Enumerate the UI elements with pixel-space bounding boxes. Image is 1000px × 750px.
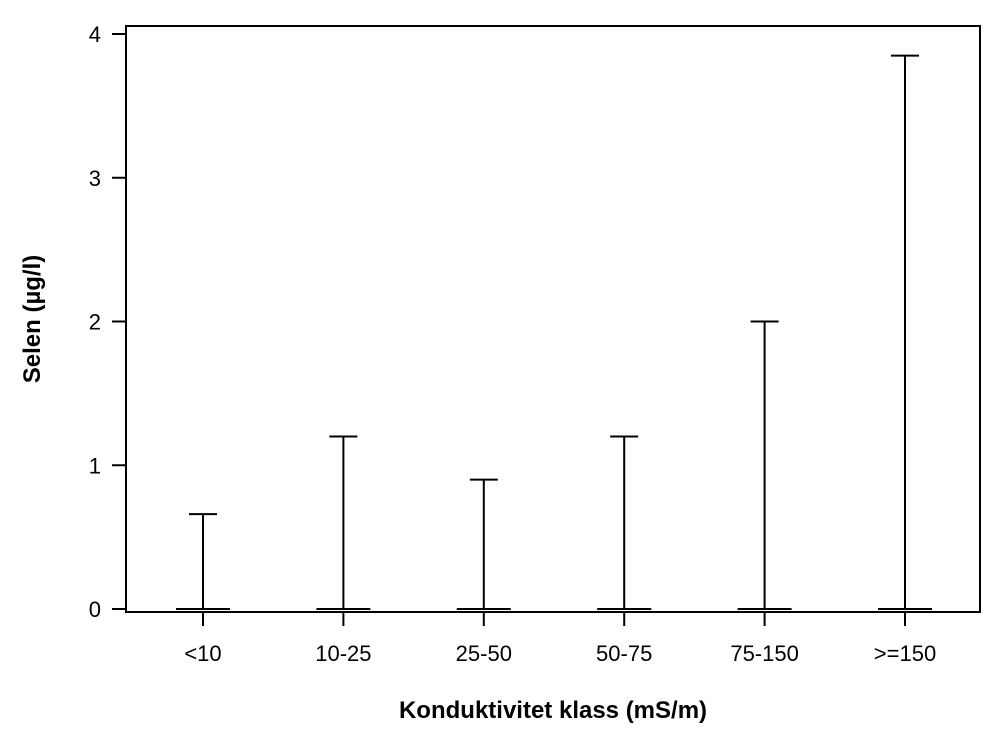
x-tick-label: 50-75 (596, 641, 652, 666)
x-tick-label: >=150 (874, 641, 936, 666)
y-tick-label: 1 (89, 453, 101, 478)
x-tick-label: <10 (184, 641, 221, 666)
x-tick-label: 25-50 (456, 641, 512, 666)
range-marks (176, 54, 932, 610)
y-tick-label: 3 (89, 166, 101, 191)
y-tick-label: 0 (89, 597, 101, 622)
plot-frame (125, 25, 981, 613)
x-axis: <10 10-25 25-50 50-75 75-150 >=150 (184, 612, 936, 666)
y-axis-title: Selen (µg/l) (19, 255, 46, 384)
y-axis: 0 1 2 3 4 (89, 22, 126, 622)
y-tick-label: 2 (89, 310, 101, 335)
y-tick-label: 4 (89, 22, 101, 47)
x-axis-title: Konduktivitet klass (mS/m) (399, 697, 707, 724)
x-tick-label: 10-25 (315, 641, 371, 666)
x-tick-label: 75-150 (730, 641, 799, 666)
